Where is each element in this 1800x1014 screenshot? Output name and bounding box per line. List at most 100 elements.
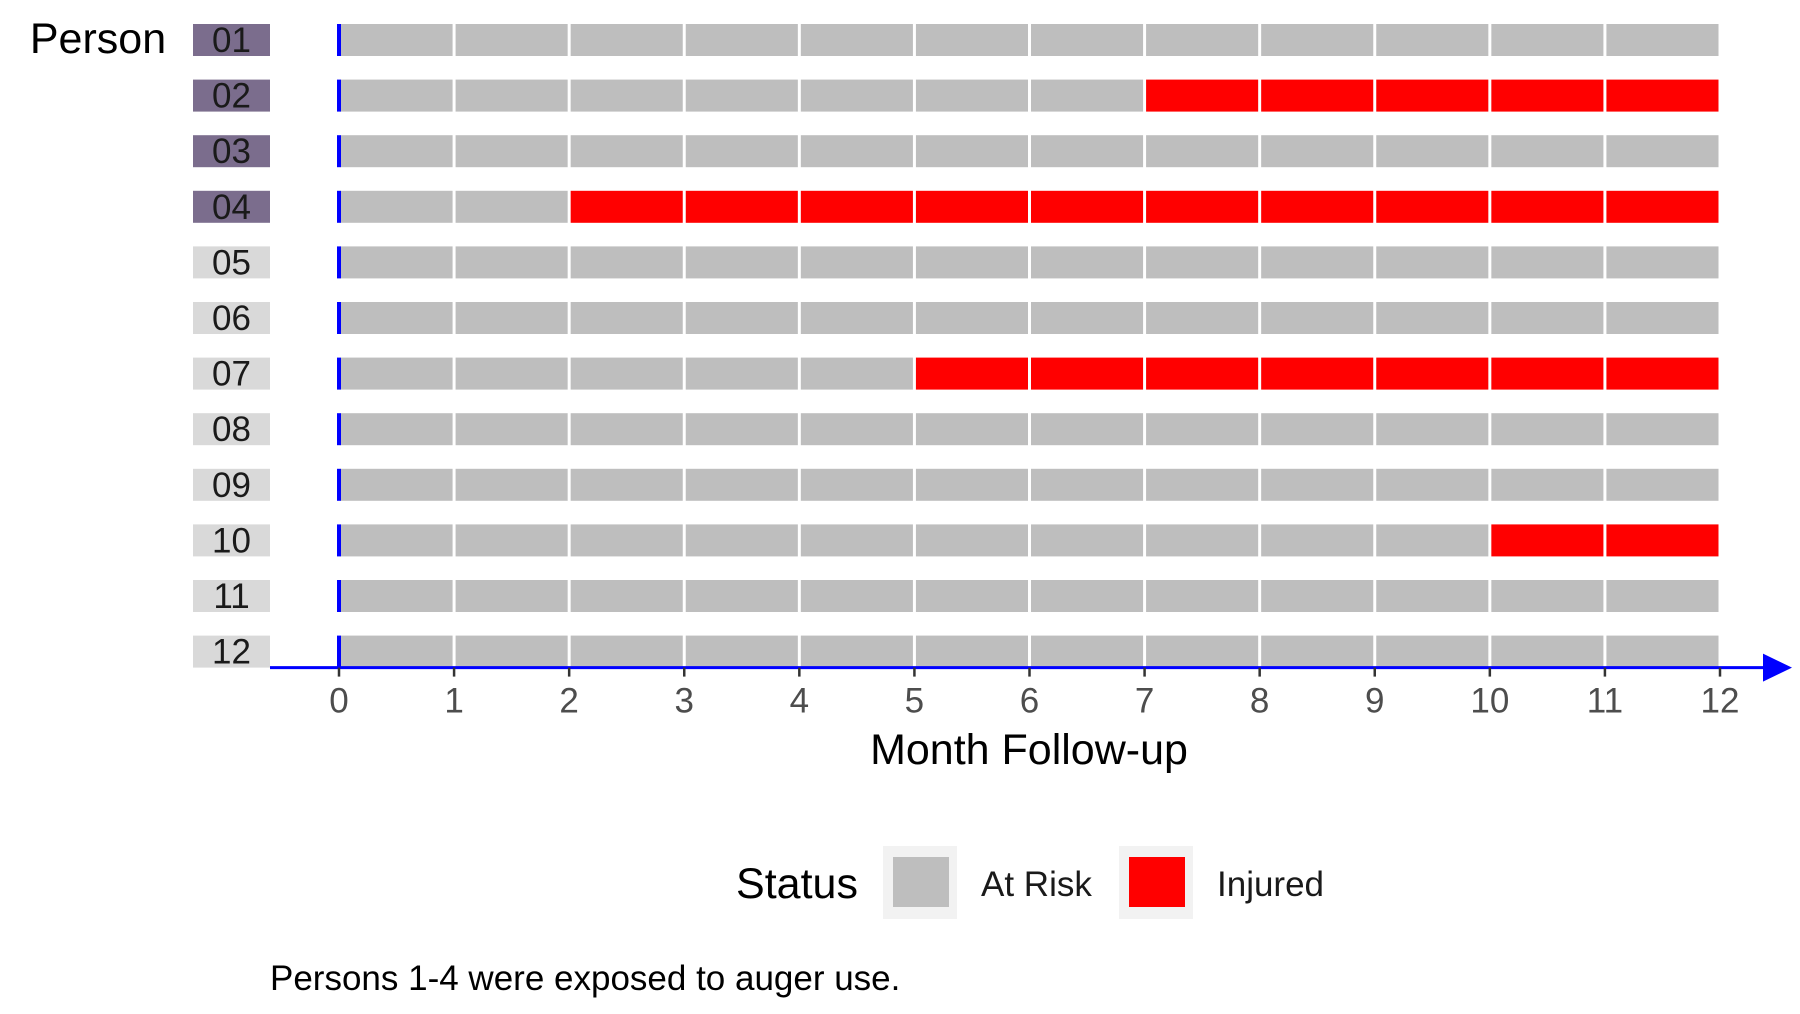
x-tick-label: 5 xyxy=(905,682,924,721)
legend-label-injured: Injured xyxy=(1217,865,1324,904)
segment-at-risk xyxy=(1376,302,1489,334)
segment-at-risk xyxy=(1606,24,1719,56)
segment-at-risk xyxy=(1491,635,1604,668)
row-label-bg xyxy=(193,135,270,168)
segment-injured xyxy=(570,190,683,223)
segment-at-risk xyxy=(570,246,683,279)
segment-at-risk xyxy=(1606,468,1719,501)
segment-at-risk xyxy=(915,580,1028,612)
segment-at-risk xyxy=(455,357,568,390)
segment-injured xyxy=(1376,190,1489,223)
segment-at-risk xyxy=(1146,246,1259,279)
segment-injured xyxy=(1031,357,1144,390)
segment-at-risk xyxy=(570,468,683,501)
segment-injured xyxy=(1606,79,1719,112)
start-marker xyxy=(337,468,341,501)
segment-at-risk xyxy=(1261,468,1374,501)
row-label: 10 xyxy=(212,521,251,560)
segment-at-risk xyxy=(685,24,798,56)
segment-at-risk xyxy=(1261,135,1374,168)
x-tick-label: 7 xyxy=(1135,682,1154,721)
segment-at-risk xyxy=(1491,468,1604,501)
segment-at-risk xyxy=(1491,246,1604,279)
segment-at-risk xyxy=(1606,135,1719,168)
row-label-bg xyxy=(193,468,270,501)
legend-title: Status xyxy=(736,860,858,908)
segment-at-risk xyxy=(1606,580,1719,612)
x-tick-label: 8 xyxy=(1250,682,1269,721)
segment-at-risk xyxy=(1146,302,1259,334)
segment-at-risk xyxy=(1031,468,1144,501)
legend: Status At Risk Injured xyxy=(736,846,1324,919)
start-marker xyxy=(337,635,341,668)
segment-injured xyxy=(1491,79,1604,112)
start-marker xyxy=(337,24,341,56)
segment-at-risk xyxy=(915,135,1028,168)
x-tick-label: 2 xyxy=(559,682,578,721)
segment-at-risk xyxy=(340,524,453,557)
x-tick-label: 0 xyxy=(329,682,348,721)
segment-injured xyxy=(1606,524,1719,557)
segment-at-risk xyxy=(455,413,568,446)
segment-at-risk xyxy=(1376,24,1489,56)
segment-at-risk xyxy=(915,24,1028,56)
segment-at-risk xyxy=(1146,24,1259,56)
segment-at-risk xyxy=(1031,302,1144,334)
segment-at-risk xyxy=(570,357,683,390)
segment-at-risk xyxy=(1031,413,1144,446)
legend-swatch-at-risk xyxy=(893,857,949,907)
segment-at-risk xyxy=(340,302,453,334)
segment-at-risk xyxy=(570,413,683,446)
segment-at-risk xyxy=(1261,580,1374,612)
chart-segments xyxy=(340,24,1719,668)
row-label-bg xyxy=(193,190,270,223)
segment-at-risk xyxy=(800,580,913,612)
row-label: 03 xyxy=(212,132,251,171)
row-label: 07 xyxy=(212,355,251,394)
caption: Persons 1-4 were exposed to auger use. xyxy=(270,959,900,998)
segment-injured xyxy=(1261,79,1374,112)
start-marker xyxy=(337,79,341,112)
start-marker xyxy=(337,524,341,557)
segment-at-risk xyxy=(570,635,683,668)
x-tick-label: 11 xyxy=(1587,682,1623,721)
segment-at-risk xyxy=(455,190,568,223)
row-label: 05 xyxy=(212,243,251,282)
segment-at-risk xyxy=(1376,246,1489,279)
segment-injured xyxy=(1261,357,1374,390)
segment-at-risk xyxy=(570,524,683,557)
segment-at-risk xyxy=(1031,246,1144,279)
segment-at-risk xyxy=(1031,24,1144,56)
segment-at-risk xyxy=(1031,635,1144,668)
segment-at-risk xyxy=(570,79,683,112)
segment-injured xyxy=(1606,190,1719,223)
segment-at-risk xyxy=(340,468,453,501)
segment-injured xyxy=(1031,190,1144,223)
x-tick-label: 10 xyxy=(1470,682,1509,721)
segment-at-risk xyxy=(1491,580,1604,612)
segment-at-risk xyxy=(1606,246,1719,279)
segment-at-risk xyxy=(455,79,568,112)
segment-at-risk xyxy=(340,413,453,446)
segment-at-risk xyxy=(685,135,798,168)
segment-injured xyxy=(1491,190,1604,223)
segment-at-risk xyxy=(1491,135,1604,168)
segment-at-risk xyxy=(800,357,913,390)
segment-at-risk xyxy=(340,79,453,112)
segment-injured xyxy=(1376,79,1489,112)
y-axis-title: Person xyxy=(30,15,166,63)
segment-at-risk xyxy=(340,580,453,612)
segment-at-risk xyxy=(800,635,913,668)
row-label: 06 xyxy=(212,299,251,338)
segment-at-risk xyxy=(800,468,913,501)
segment-injured xyxy=(1146,357,1259,390)
segment-at-risk xyxy=(1261,635,1374,668)
segment-at-risk xyxy=(455,524,568,557)
start-marker xyxy=(337,190,341,223)
segment-at-risk xyxy=(685,524,798,557)
segment-at-risk xyxy=(1261,413,1374,446)
segment-injured xyxy=(915,357,1028,390)
row-label: 04 xyxy=(212,188,251,227)
start-marker xyxy=(337,246,341,279)
